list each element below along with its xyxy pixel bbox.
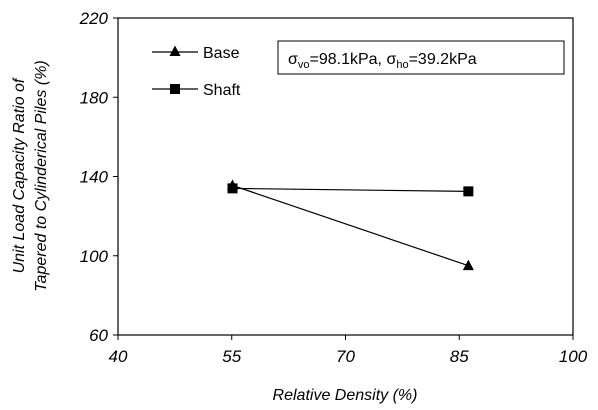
sigma-v-subscript: vo <box>298 59 310 71</box>
x-tick-label: 70 <box>336 347 355 366</box>
series-point-base <box>462 259 474 271</box>
x-axis-label: Relative Density (%) <box>273 387 418 404</box>
series-point-shaft <box>463 186 474 197</box>
x-tick-label: 55 <box>222 347 241 366</box>
legend-item-base: Base <box>152 45 240 62</box>
legend: Base Shaft <box>152 45 241 99</box>
sigma-h-value: =39.2kPa <box>409 51 477 68</box>
x-tick-label: 100 <box>559 347 588 366</box>
legend-base-label: Base <box>203 45 240 62</box>
y-axis-label: Unit Load Capacity Ratio of Tapered to C… <box>11 60 50 292</box>
y-tick-label: 100 <box>80 247 109 266</box>
y-axis-label-line1: Unit Load Capacity Ratio of <box>11 77 28 273</box>
sigma-h-subscript: ho <box>396 59 408 71</box>
sigma-v-symbol: σ <box>288 51 298 68</box>
y-axis-ticks: 60 100 140 180 220 <box>79 9 118 345</box>
legend-base-marker <box>169 45 181 56</box>
x-axis-ticks: 40 55 70 85 100 <box>109 335 588 366</box>
legend-shaft-marker <box>170 84 180 94</box>
annotation-text: σvo=98.1kPa, σho=39.2kPa <box>288 51 477 71</box>
series-layer <box>227 179 474 271</box>
y-axis-label-line2: Tapered to Cylinderical Piles (%) <box>33 60 50 292</box>
y-tick-label: 140 <box>80 168 109 187</box>
y-tick-label: 180 <box>80 88 109 107</box>
legend-shaft-label: Shaft <box>203 82 241 99</box>
annotation-box <box>277 40 565 75</box>
y-tick-label: 220 <box>79 9 109 28</box>
x-tick-label: 85 <box>450 347 469 366</box>
sigma-v-value: =98.1kPa, <box>310 51 387 68</box>
stress-annotation: σvo=98.1kPa, σho=39.2kPa <box>277 40 565 75</box>
legend-item-shaft: Shaft <box>152 82 241 99</box>
x-tick-label: 40 <box>109 347 128 366</box>
series-line-base <box>232 184 469 267</box>
series-line-shaft <box>232 187 469 192</box>
y-tick-label: 60 <box>89 326 108 345</box>
sigma-h-symbol: σ <box>386 51 396 68</box>
series-point-shaft <box>227 183 238 194</box>
